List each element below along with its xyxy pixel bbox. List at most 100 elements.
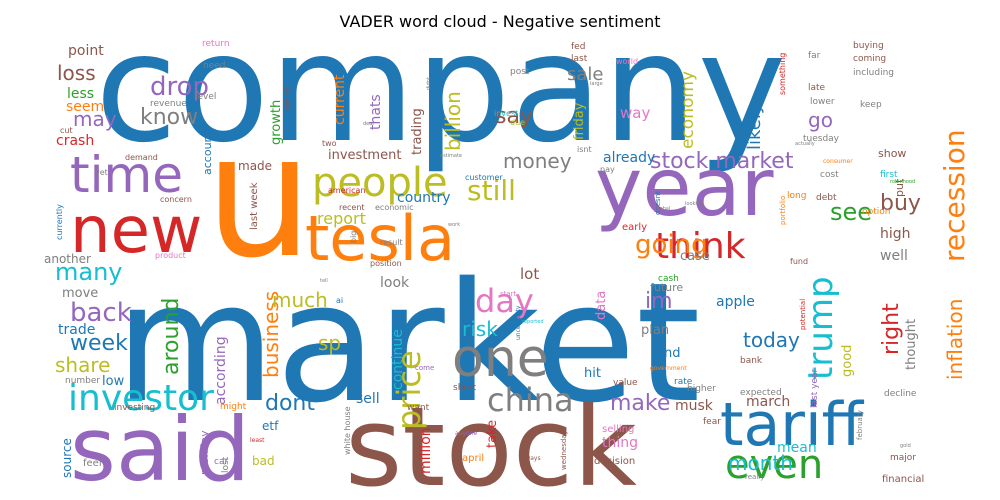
word-decline: decline [884,389,917,399]
word-late: late [808,83,826,93]
word-million: million [418,427,434,474]
word-always: always [520,455,541,462]
word-know: know [140,105,198,130]
word-month: month [728,451,793,475]
word-apple: apple [716,294,755,310]
word-move: move [62,286,98,301]
word-potential: potential [799,299,807,330]
word-case: case [680,249,710,264]
word-revenue: revenue [150,99,187,109]
word-u: u [205,98,313,296]
word-trade: trade [58,322,95,338]
word-option: option [862,207,890,217]
word-show: show [878,147,906,160]
word-today: today [743,328,800,352]
word-want: want [407,403,430,413]
word-including: including [853,68,894,78]
word-going: going [635,230,708,260]
word-etf: etf [262,419,279,433]
word-many: many [55,258,123,286]
word-way: way [620,104,650,122]
word-might: might [220,402,247,412]
word-stock: stock [345,383,637,500]
word-february: february [856,410,864,440]
word-drop: drop [150,72,209,102]
word-uncertainty: uncertainty [515,305,522,340]
word-post: post [510,67,530,77]
word-actually: actually [795,141,815,147]
word-end: end [656,346,681,361]
word-still: still [467,174,516,207]
word-market: market [115,247,701,439]
word-risk: risk [462,317,498,341]
word-car: car [214,457,228,467]
word-fund: fund [790,257,808,266]
word-take: take [485,420,500,448]
word-money: money [503,149,572,173]
word-investor: investor [68,378,214,419]
word-week: week [70,331,128,356]
word-dont: dont [265,391,315,416]
word-point: point [68,43,104,59]
word-robinhood: robinhood [890,179,915,185]
word-white-house: white house [343,406,352,455]
word-result: result [380,238,403,247]
word-reported: reported [522,319,544,325]
word-american: american [328,186,366,195]
word-country: country [397,190,451,206]
word-least: least [250,437,265,444]
word-day: day [475,282,534,320]
word-financial: financial [882,474,924,485]
word-rate: rate [674,377,693,387]
word-estimate: estimate [440,153,462,159]
word-around: around [159,298,184,375]
word-big: big [349,231,358,243]
word-recent: recent [339,203,365,212]
word-economy: economy [678,71,698,149]
word-major: major [890,453,916,463]
word-short: short [453,383,477,393]
word-crash: crash [56,133,94,149]
word-loss: loss [57,61,96,85]
word-come: come [415,364,434,372]
word-think: think [655,226,746,267]
word-year: year [595,141,774,234]
word-im: im [645,289,673,314]
word-thats: thats [368,94,384,130]
word-likely: likely [744,103,765,150]
word-seem: seem [66,99,104,115]
word-stock-market: stock market [650,149,794,174]
word-bad: bad [252,454,275,468]
word-early: early [622,222,647,233]
word-tuesday: tuesday [803,134,840,144]
word-continue: continue [390,329,406,390]
chart-title: VADER word cloud - Negative sentiment [339,12,661,31]
word-global: global [655,206,670,212]
word-new: new [70,194,202,268]
word-portfolio: portfolio [779,196,787,225]
word-account: account [201,130,214,175]
word-need: need [203,61,226,71]
word-number: number [65,376,100,386]
word-long: long [787,191,806,201]
word-wednesday: wednesday [560,430,568,470]
word-monday: monday [198,430,211,475]
word-less: less [67,86,94,102]
word-due: due [510,118,525,127]
word-cut: cut [60,126,73,135]
word-mean: mean [777,440,817,456]
word-large: large [590,81,603,87]
word-debt: debt [816,193,837,203]
word-china: china [487,381,574,419]
word-may: may [73,107,117,131]
word-doesnt: doesnt [654,191,662,215]
word-work: work [448,222,460,228]
word-tariff: tariff [720,390,865,460]
word-isnt: isnt [577,145,592,154]
word-thing: thing [602,435,638,451]
word-start: start [500,290,517,298]
word-tesla: tesla [305,202,455,275]
word-trading: trading [410,108,425,155]
word-trump: trump [801,276,841,380]
word-time: time [70,146,183,204]
